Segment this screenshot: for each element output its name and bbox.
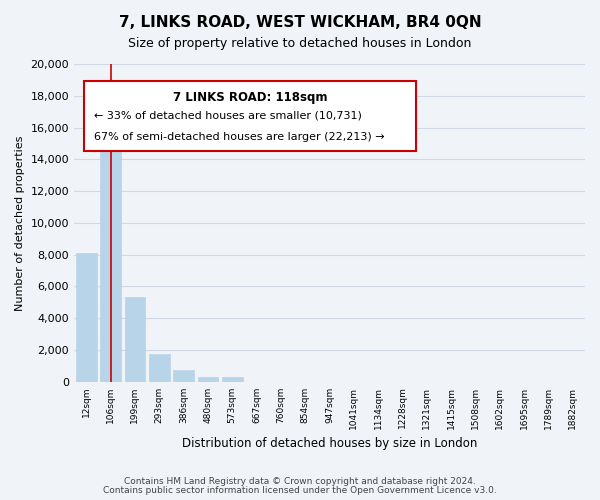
X-axis label: Distribution of detached houses by size in London: Distribution of detached houses by size …: [182, 437, 477, 450]
Y-axis label: Number of detached properties: Number of detached properties: [15, 135, 25, 310]
Text: ← 33% of detached houses are smaller (10,731): ← 33% of detached houses are smaller (10…: [94, 110, 362, 120]
Bar: [76, 253, 97, 382]
Bar: [197, 377, 218, 382]
Text: 67% of semi-detached houses are larger (22,213) →: 67% of semi-detached houses are larger (…: [94, 132, 385, 142]
Bar: [149, 354, 170, 382]
Text: 7 LINKS ROAD: 118sqm: 7 LINKS ROAD: 118sqm: [173, 91, 328, 104]
Text: Contains public sector information licensed under the Open Government Licence v3: Contains public sector information licen…: [103, 486, 497, 495]
Bar: [125, 298, 145, 382]
FancyBboxPatch shape: [84, 82, 416, 152]
Text: 7, LINKS ROAD, WEST WICKHAM, BR4 0QN: 7, LINKS ROAD, WEST WICKHAM, BR4 0QN: [119, 15, 481, 30]
Bar: [173, 370, 194, 382]
Bar: [100, 116, 121, 382]
Text: Contains HM Land Registry data © Crown copyright and database right 2024.: Contains HM Land Registry data © Crown c…: [124, 477, 476, 486]
Bar: [222, 377, 242, 382]
Text: Size of property relative to detached houses in London: Size of property relative to detached ho…: [128, 38, 472, 51]
